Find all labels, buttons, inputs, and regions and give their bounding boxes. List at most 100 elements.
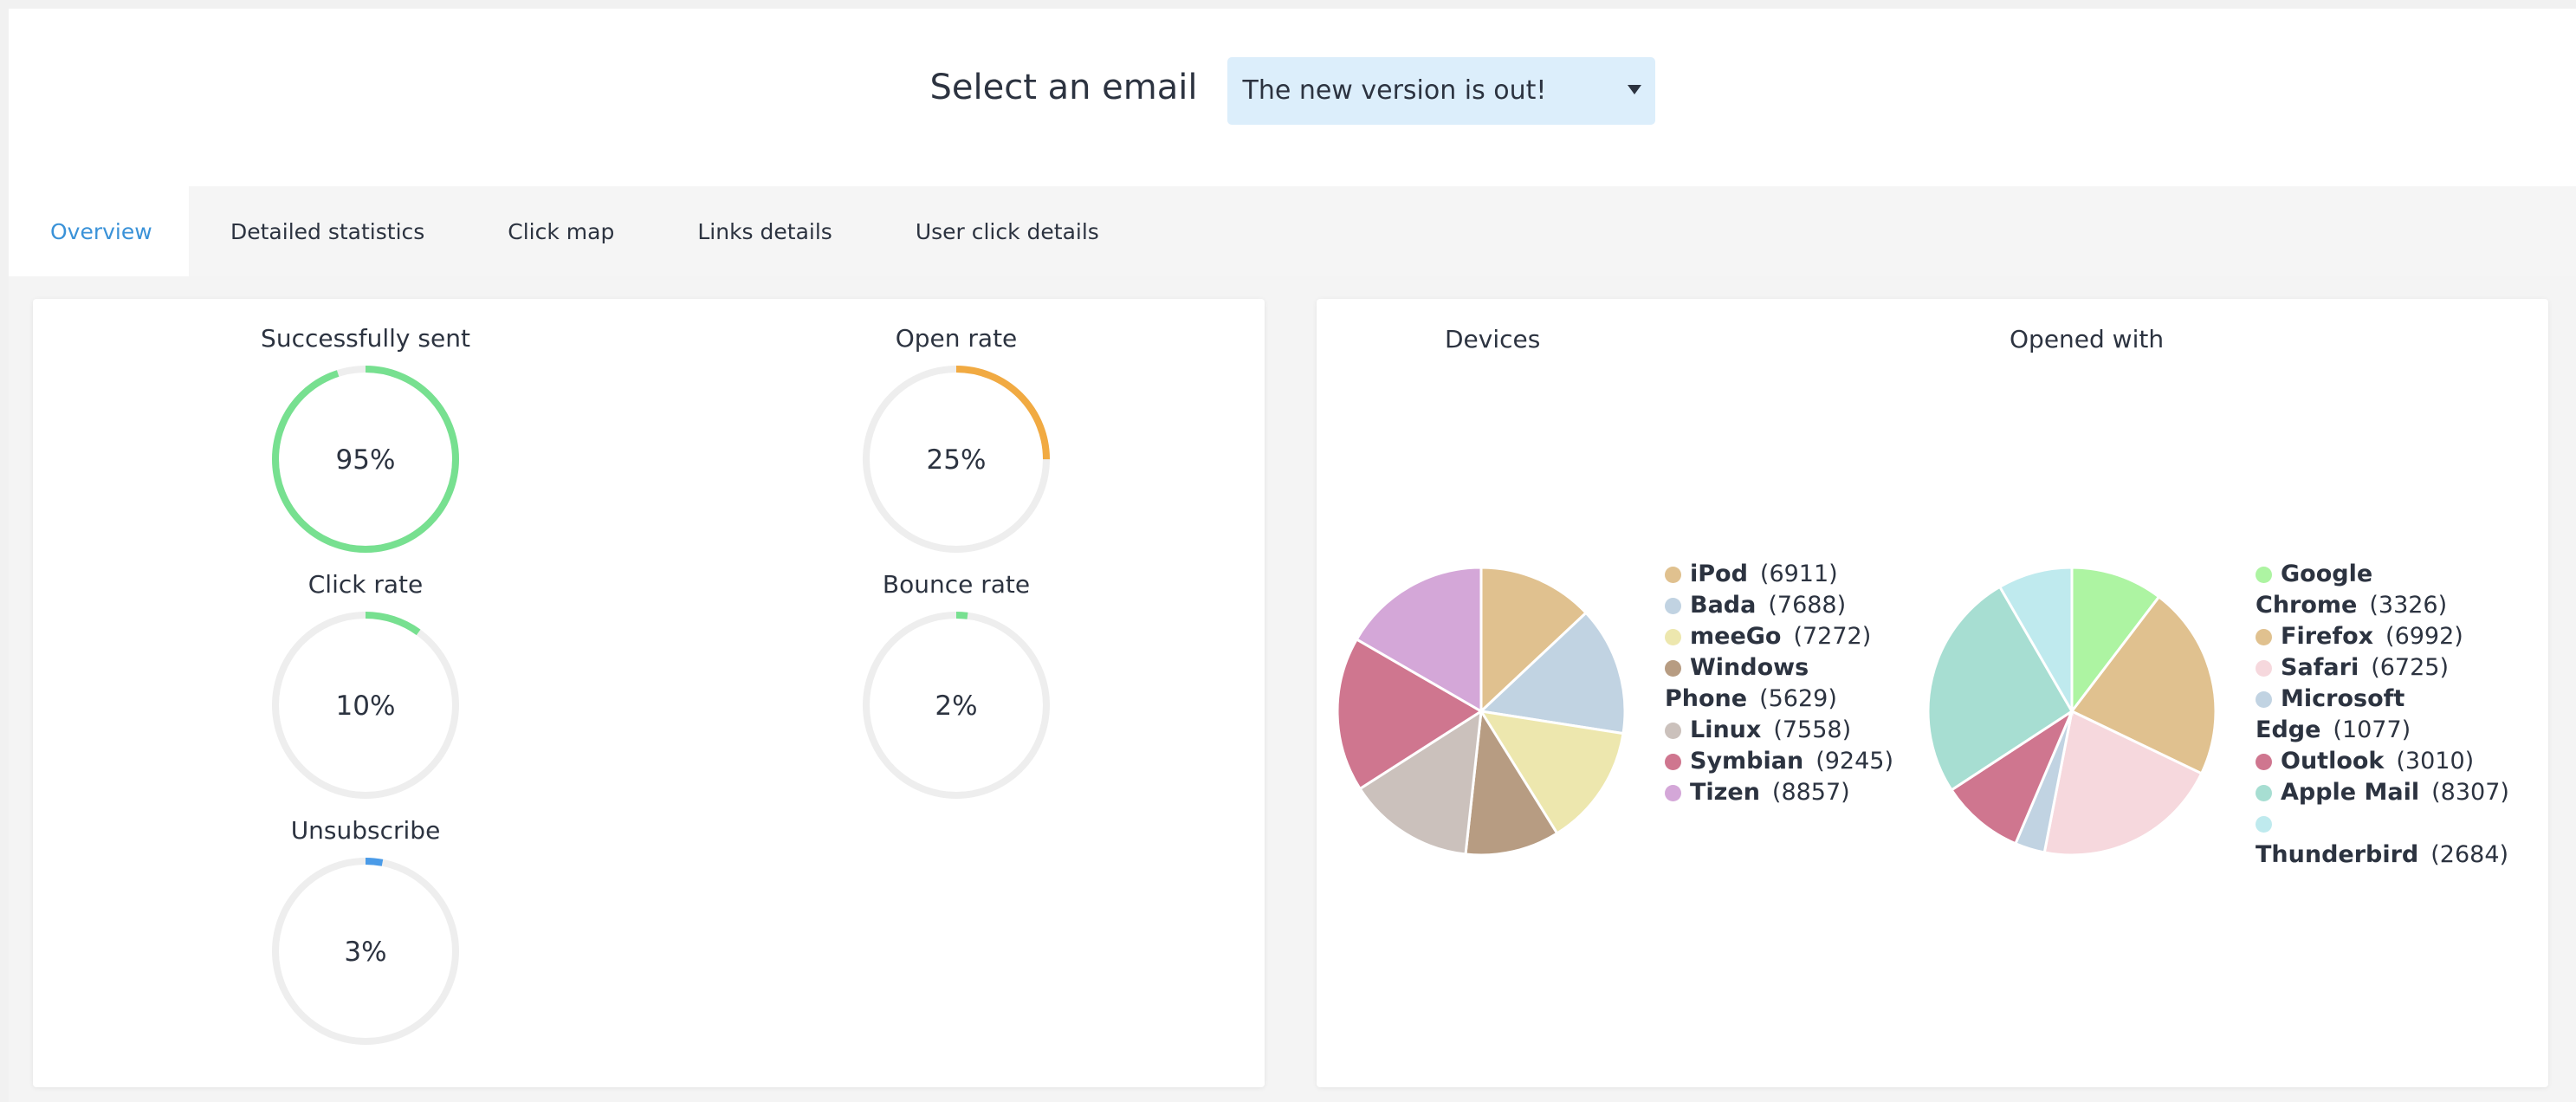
gauge-ring: 2% [863,612,1050,799]
opened-with-chart-title: Opened with [2010,325,2165,353]
legend-label: Tizen [1690,779,1760,806]
legend-label: Bada [1690,592,1757,619]
legend-value: (6911) [1759,561,1838,587]
legend-swatch [1665,567,1681,583]
legend-value: (3010) [2396,748,2475,775]
pie-slice-bada[interactable] [1478,611,1627,736]
legend-value: (2684) [2430,841,2509,868]
legend-swatch [1665,629,1681,645]
content-area: Successfully sent 95% Open rate 25% Clic… [9,276,2576,1102]
email-select[interactable]: The new version is out! [1227,56,1655,125]
gauge-value: 95% [336,444,396,476]
pie-slice-linux[interactable] [1358,709,1483,856]
gauge-value: 2% [935,690,977,722]
gauge-label: Bounce rate [882,570,1031,599]
legend-item[interactable]: Symbian (9245) [1665,746,1916,777]
legend-swatch [2256,754,2272,770]
legend-item[interactable]: Microsoft Edge (1077) [2256,684,2533,746]
opened-with-legend: Google Chrome (3326) Firefox (6992) Safari (6… [2256,559,2533,871]
legend-swatch [1665,660,1681,677]
legend-label: Symbian [1690,748,1804,775]
legend-item[interactable]: Firefox (6992) [2256,621,2533,652]
legend-item[interactable]: Thunderbird (2684) [2256,808,2533,871]
gauge-label: Click rate [307,570,424,599]
gauge-successfully-sent: Successfully sent 95% [236,321,495,557]
legend-value: (8857) [1771,779,1850,806]
gauge-open-rate: Open rate 25% [826,321,1086,557]
legend-label: iPod [1690,561,1748,587]
legend-label: Microsoft Edge [2256,685,2405,743]
devices-pie-chart [1336,566,1627,857]
legend-swatch [2256,629,2272,645]
legend-item[interactable]: Apple Mail (8307) [2256,777,2533,808]
gauge-click-rate: Click rate 10% [236,567,495,803]
legend-swatch [2256,567,2272,583]
gauge-label: Open rate [895,324,1018,353]
legend-item[interactable]: Bada (7688) [1665,590,1916,621]
legend-item[interactable]: meeGo (7272) [1665,621,1916,652]
legend-label: Apple Mail [2281,779,2420,806]
pie-slice-firefox[interactable] [2069,594,2217,775]
legend-swatch [1665,723,1681,739]
gauge-unsubscribe: Unsubscribe 3% [236,814,495,1049]
gauge-arc [863,366,1050,553]
legend-label: Outlook [2281,748,2385,775]
pie-slice-tizen[interactable] [1355,566,1483,714]
pie-slice-symbian[interactable] [1336,637,1484,791]
legend-label: Linux [1690,716,1762,743]
legend-swatch [2256,785,2272,801]
legend-value: (9245) [1815,748,1893,775]
gauge-bounce-rate: Bounce rate 2% [826,567,1086,803]
legend-label: Firefox [2281,623,2374,650]
legend-label: Windows Phone [1665,654,1809,712]
gauge-arc [272,858,459,1045]
legend-value: (5629) [1759,685,1837,712]
pie-slice-apple-mail[interactable] [1926,585,2074,792]
devices-legend: iPod (6911) Bada (7688) meeGo (7272) Windows P… [1665,559,1916,808]
legend-label: Google Chrome [2256,561,2373,619]
legend-swatch [1665,598,1681,614]
legend-swatch [2256,816,2272,833]
gauge-label: Successfully sent [261,324,470,353]
pie-slice-thunderbird[interactable] [1997,566,2074,716]
page-title: Select an email [929,67,1198,107]
legend-item[interactable]: iPod (6911) [1665,559,1916,590]
tab-bar: Overview Detailed statistics Click map L… [9,186,2576,276]
pie-slice-safari[interactable] [2042,709,2204,857]
gauge-ring: 3% [272,858,459,1045]
pie-slice-google-chrome[interactable] [2070,566,2161,716]
legend-swatch [1665,785,1681,801]
gauge-ring: 95% [272,366,459,553]
legend-item[interactable]: Windows Phone (5629) [1665,652,1916,715]
legend-label: Safari [2281,654,2359,681]
tab-overview[interactable]: Overview [9,186,189,276]
pie-slice-windows-phone[interactable] [1464,707,1559,857]
gauge-value: 25% [927,444,987,476]
pie-slice-outlook[interactable] [1949,708,2075,846]
gauge-value: 10% [336,690,396,722]
pie-slice-meego[interactable] [1478,710,1625,836]
pie-slice-ipod[interactable] [1479,566,1589,715]
tab-links-details[interactable]: Links details [697,218,832,244]
caret-down-icon [1627,84,1641,94]
legend-item[interactable]: Google Chrome (3326) [2256,559,2533,621]
legend-swatch [1665,754,1681,770]
tab-click-map[interactable]: Click map [508,218,615,244]
gauge-label: Unsubscribe [290,816,441,845]
legend-value: (1077) [2333,716,2411,743]
legend-value: (8307) [2431,779,2509,806]
gauge-arc [272,366,459,553]
legend-item[interactable]: Safari (6725) [2256,652,2533,684]
legend-item[interactable]: Outlook (3010) [2256,746,2533,777]
legend-swatch [2256,691,2272,708]
devices-chart-title: Devices [1445,325,1541,353]
opened-with-pie-chart [1926,566,2217,857]
legend-item[interactable]: Linux (7558) [1665,715,1916,746]
email-select-value: The new version is out! [1242,75,1547,106]
legend-label: Thunderbird [2256,841,2419,868]
legend-value: (7272) [1793,623,1872,650]
gauge-arc [863,612,1050,799]
tab-user-click-details[interactable]: User click details [915,218,1099,244]
legend-item[interactable]: Tizen (8857) [1665,777,1916,808]
tab-detailed-statistics[interactable]: Detailed statistics [230,218,425,244]
